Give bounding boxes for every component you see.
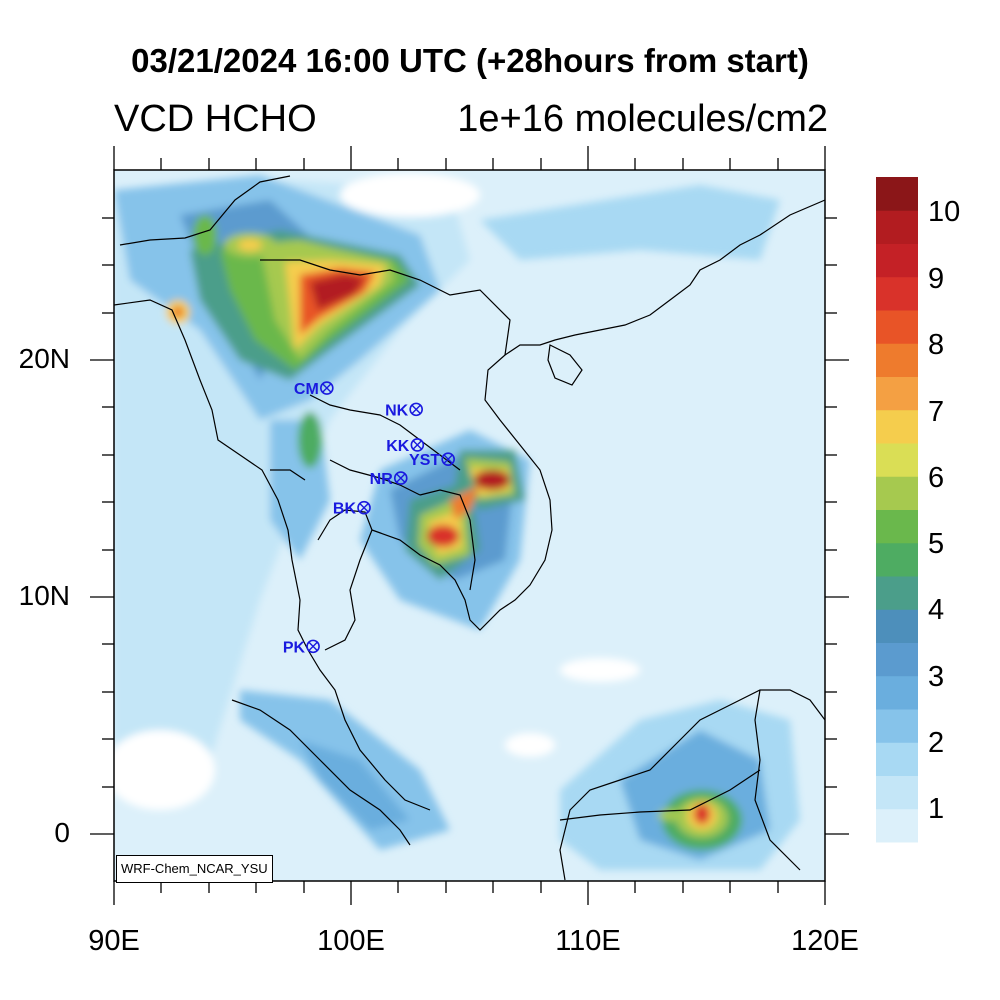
colorbar-label-9: 9	[928, 263, 945, 295]
x-tick-label-100e: 100E	[317, 925, 385, 957]
site-cm: CM	[294, 381, 334, 398]
colorbar-label-10: 10	[928, 196, 961, 228]
site-yst: YST	[409, 452, 455, 469]
site-cross-icon	[396, 473, 406, 483]
colorbar-label-3: 3	[928, 661, 945, 693]
hcho-field	[114, 170, 825, 881]
colorbar-bin	[876, 675, 918, 710]
colorbar-bin	[876, 542, 918, 577]
colorbar-bin	[876, 376, 918, 411]
site-cross-icon	[359, 503, 369, 513]
colorbar-label-8: 8	[928, 329, 945, 361]
y-tick-label-10n: 10N	[18, 580, 70, 611]
colorbar	[876, 177, 918, 843]
site-marker-icon	[306, 639, 320, 654]
colorbar-bin	[876, 808, 918, 843]
colorbar-label-1: 1	[928, 793, 945, 825]
colorbar-label-4: 4	[928, 594, 945, 626]
site-marker-icon	[357, 500, 371, 515]
map-frame	[90, 146, 849, 905]
colorbar-bin	[876, 243, 918, 278]
site-cross-icon	[412, 440, 422, 450]
colorbar-label-6: 6	[928, 462, 945, 494]
colorbar-bin	[876, 443, 918, 477]
map-title: 03/21/2024 16:00 UTC (+28hours from star…	[131, 42, 809, 79]
colorbar-bin	[876, 310, 918, 344]
colorbar-bin	[876, 276, 918, 311]
site-marker-icon	[393, 471, 408, 485]
site-pk: PK	[283, 639, 320, 656]
colorbar-bin	[876, 177, 918, 211]
site-marker-icon	[409, 402, 423, 417]
colorbar-label-7: 7	[928, 396, 945, 428]
site-label: YST	[409, 452, 440, 469]
site-label: NR	[370, 471, 394, 488]
colorbar-label-2: 2	[928, 727, 945, 759]
site-cross-icon	[322, 383, 332, 393]
colorbar-bin	[876, 742, 918, 776]
colorbar-bin	[876, 343, 918, 377]
site-kk: KK	[386, 438, 425, 455]
colorbar-bin	[876, 642, 918, 677]
site-nr: NR	[370, 471, 408, 488]
site-label: PK	[283, 639, 306, 656]
y-tick-label-0: 0	[54, 817, 70, 848]
site-bk: BK	[333, 500, 371, 518]
colorbar-label-5: 5	[928, 528, 945, 560]
colorbar-bin	[876, 775, 918, 810]
site-marker-icon	[410, 438, 425, 452]
site-cross-icon	[443, 454, 453, 464]
colorbar-bin	[876, 509, 918, 544]
site-label: CM	[294, 381, 319, 398]
colorbar-bin	[876, 709, 918, 743]
colorbar-bin	[876, 609, 918, 643]
x-tick-label-90e: 90E	[88, 925, 140, 957]
colorbar-bin	[876, 476, 918, 510]
x-tick-label-110e: 110E	[555, 925, 621, 957]
site-cross-icon	[308, 641, 318, 651]
y-tick-label-20n: 20N	[18, 343, 70, 374]
colorbar-bin	[876, 576, 918, 610]
x-tick-label-120e: 120E	[791, 925, 859, 957]
site-marker-icon	[441, 452, 455, 466]
site-nk: NK	[385, 402, 423, 419]
site-cross-icon	[411, 404, 421, 414]
site-label: NK	[385, 402, 409, 419]
site-label: BK	[333, 501, 357, 518]
colorbar-bin	[876, 210, 918, 244]
colorbar-bin	[876, 409, 918, 444]
coastlines	[114, 175, 825, 881]
units-label: 1e+16 molecules/cm2	[457, 98, 828, 140]
model-credit: WRF-Chem_NCAR_YSU	[116, 855, 273, 883]
site-marker-icon	[320, 381, 334, 395]
variable-name: VCD HCHO	[114, 98, 317, 140]
site-label: KK	[386, 438, 410, 455]
